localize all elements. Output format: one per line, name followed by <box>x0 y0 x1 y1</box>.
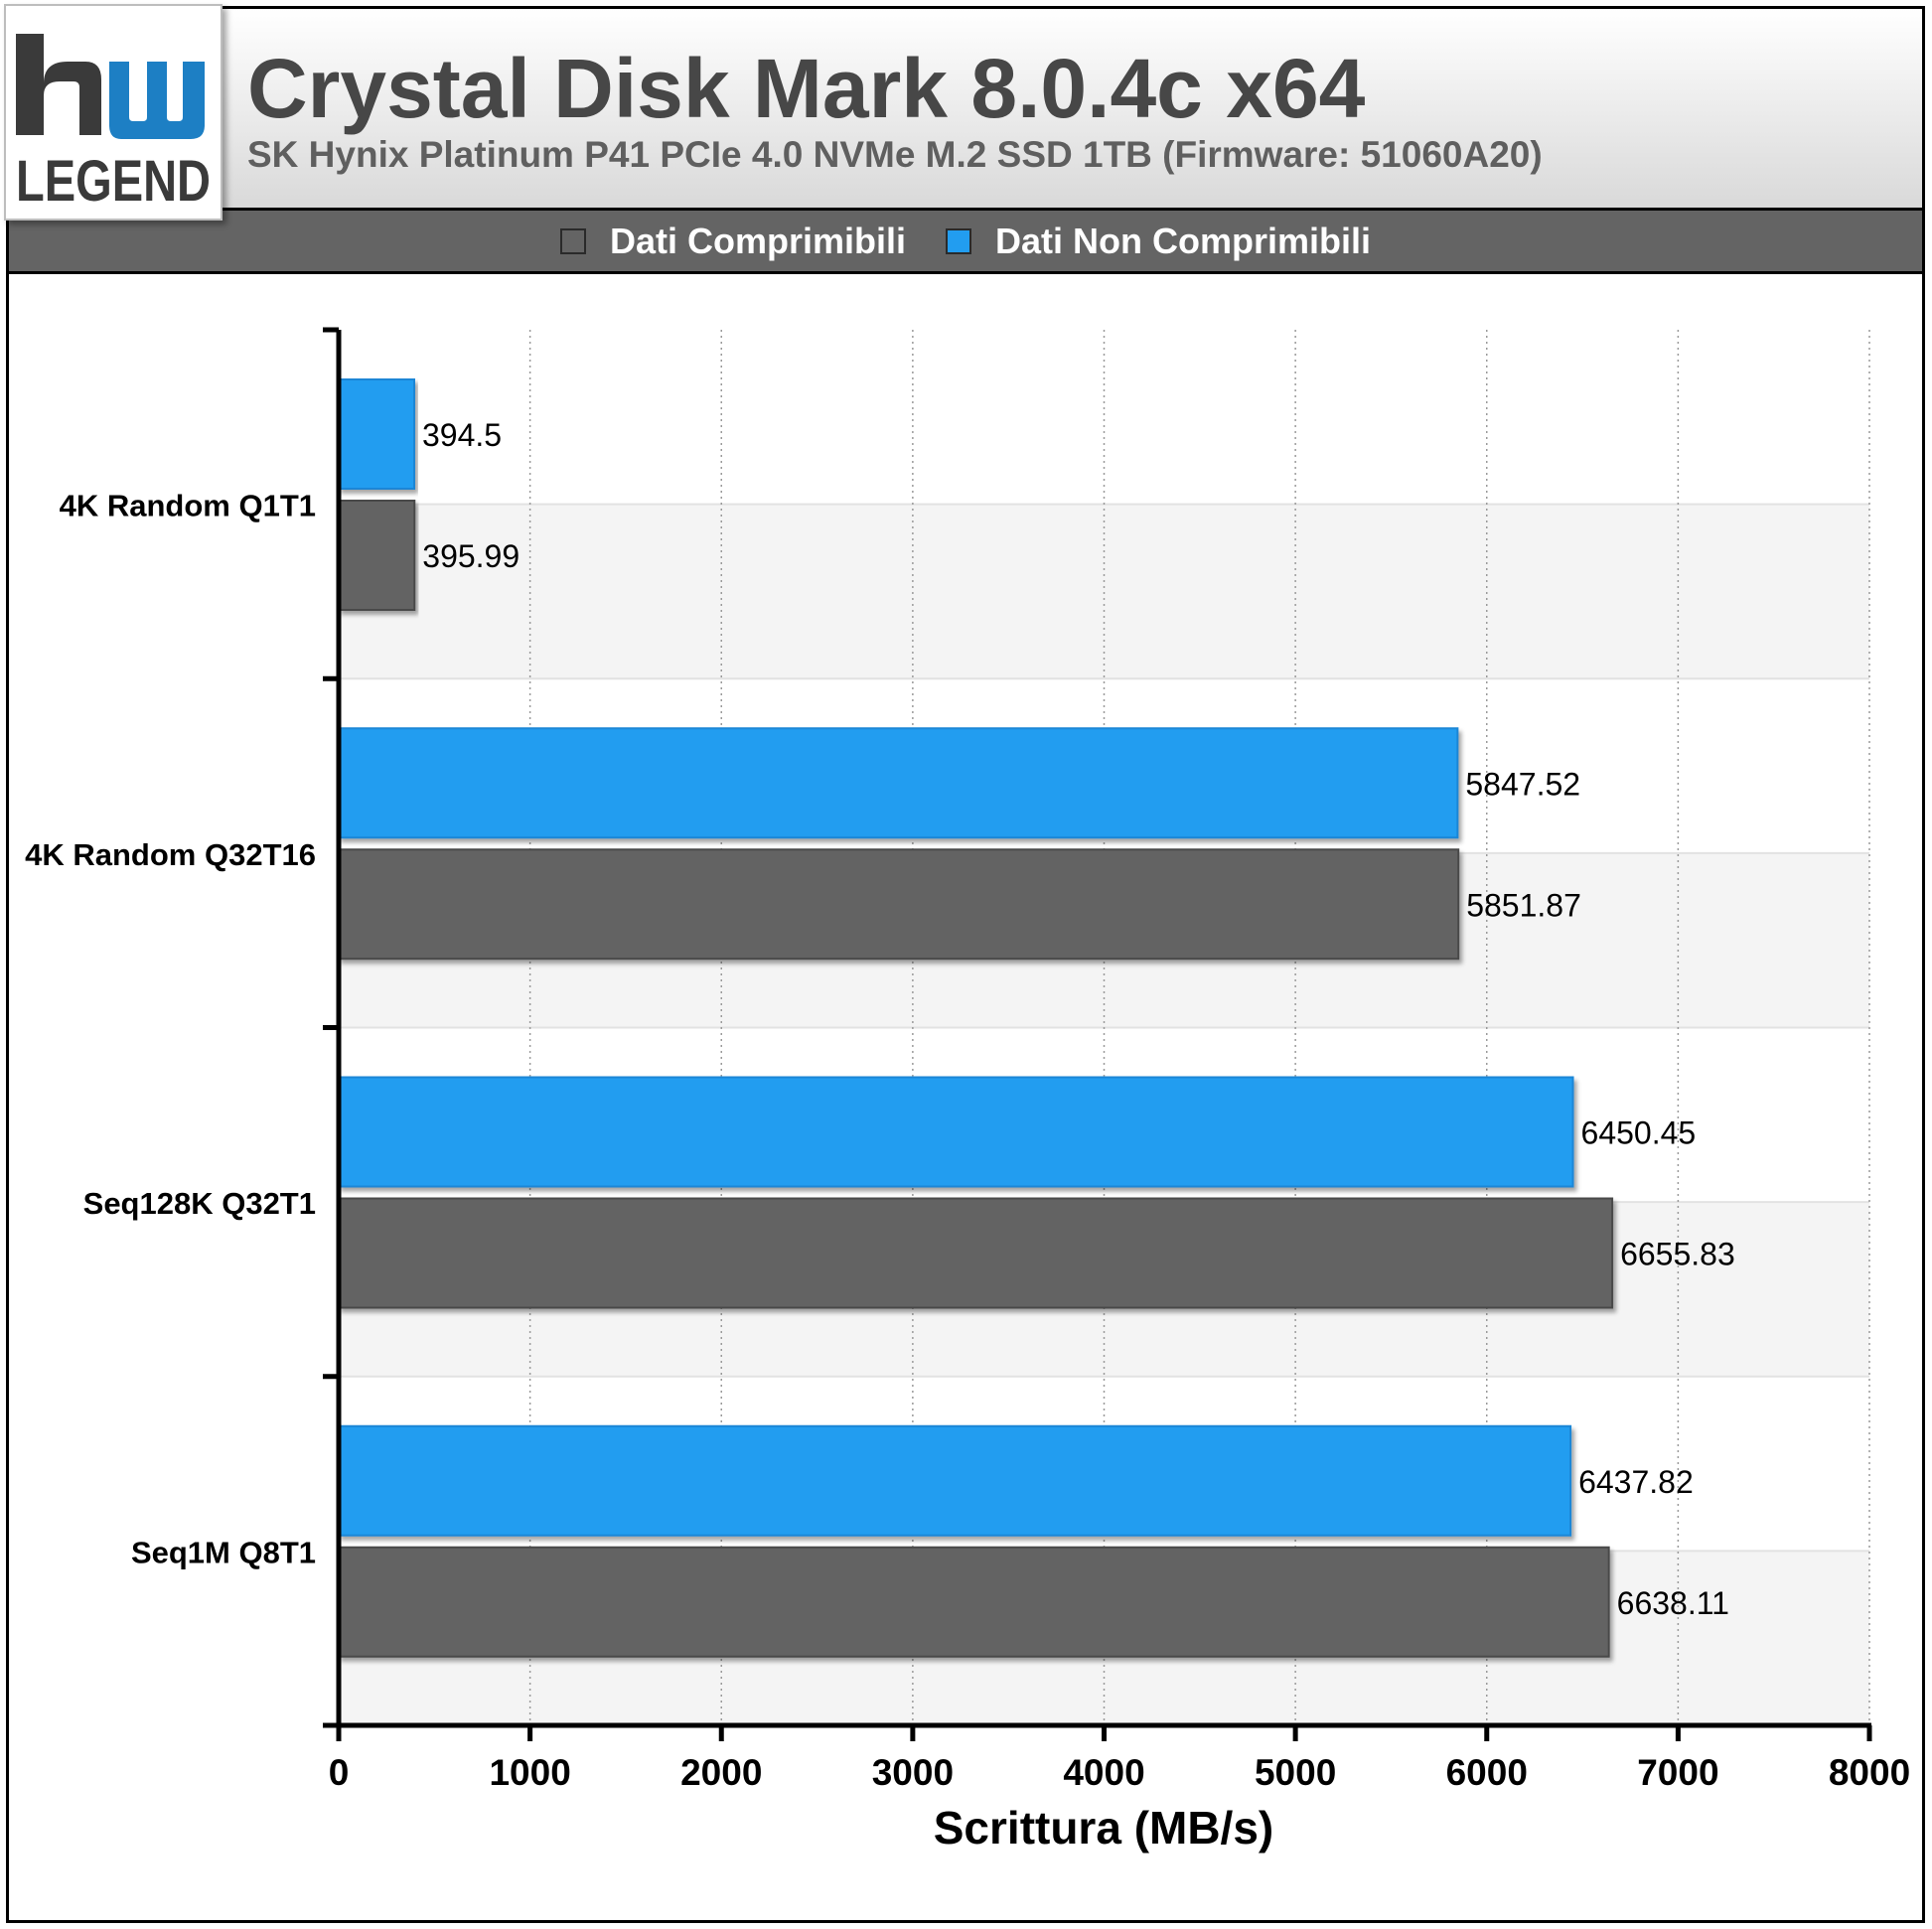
category-label: Seq128K Q32T1 <box>83 1186 316 1221</box>
bar-incompressible <box>338 378 415 490</box>
category-label: Seq1M Q8T1 <box>131 1535 316 1569</box>
legend-item-compressible: Dati Comprimibili <box>559 220 907 262</box>
band-light <box>339 330 1869 505</box>
value-label: 395.99 <box>422 538 520 574</box>
hwlegend-logo: LEGEND <box>4 4 223 221</box>
x-tick-label: 1000 <box>489 1752 570 1793</box>
bar-compressible <box>338 1197 1614 1309</box>
bar-incompressible <box>338 1076 1574 1188</box>
chart-subtitle: SK Hynix Platinum P41 PCIe 4.0 NVMe M.2 … <box>247 134 1543 175</box>
logo-text: LEGEND <box>16 149 211 214</box>
legend-bar: Dati Comprimibili Dati Non Comprimibili <box>6 211 1925 274</box>
value-label: 5851.87 <box>1466 887 1581 923</box>
value-labels: 394.5 5847.52 6450.45 6437.82 395.99 5851.87 6… <box>422 417 1735 1621</box>
x-tick-label: 4000 <box>1063 1752 1144 1793</box>
value-label: 6437.82 <box>1578 1464 1694 1500</box>
legend-label: Dati Comprimibili <box>609 220 907 261</box>
x-tick-label: 5000 <box>1255 1752 1336 1793</box>
x-tick-label: 0 <box>329 1752 350 1793</box>
chart-header: Crystal Disk Mark 8.0.4c x64 SK Hynix Pl… <box>6 6 1925 211</box>
category-labels: 4K Random Q1T1 4K Random Q32T16 Seq128K Q3… <box>25 489 316 1570</box>
x-axis-label: Scrittura (MB/s) <box>934 1802 1273 1854</box>
chart-title: Crystal Disk Mark 8.0.4c x64 <box>247 42 1366 135</box>
value-label: 6655.83 <box>1620 1237 1735 1272</box>
legend-label: Dati Non Comprimibili <box>995 220 1372 261</box>
bar-compressible <box>338 848 1460 961</box>
value-label: 6450.45 <box>1581 1115 1697 1151</box>
x-tick-label: 6000 <box>1446 1752 1528 1793</box>
category-label: 4K Random Q32T16 <box>25 837 316 872</box>
bars <box>338 378 1614 1658</box>
x-tick-label: 8000 <box>1829 1752 1910 1793</box>
x-tick-labels: 0 1000 2000 3000 4000 5000 6000 7000 8000 <box>329 1752 1910 1793</box>
bar-compressible <box>338 1546 1610 1658</box>
x-tick-label: 2000 <box>680 1752 762 1793</box>
legend-swatch-compressible <box>559 227 586 254</box>
legend-item-incompressible: Dati Non Comprimibili <box>946 221 1371 262</box>
value-label: 394.5 <box>422 417 502 453</box>
x-tick-label: 3000 <box>872 1752 954 1793</box>
chart-legend: Dati Comprimibili Dati Non Comprimibili <box>9 211 1922 271</box>
logo-w-mark <box>109 62 205 139</box>
x-tick-label: 7000 <box>1637 1752 1718 1793</box>
logo-hw-mark <box>16 34 101 135</box>
value-label: 6638.11 <box>1617 1585 1729 1621</box>
legend-swatch-incompressible <box>946 227 972 254</box>
category-label: 4K Random Q1T1 <box>60 489 316 523</box>
bar-compressible <box>338 500 416 611</box>
bar-incompressible <box>338 1424 1572 1537</box>
axes <box>323 327 1872 1741</box>
value-label: 5847.52 <box>1465 766 1580 802</box>
logo-graphic: LEGEND <box>16 34 211 214</box>
bar-incompressible <box>338 727 1459 839</box>
